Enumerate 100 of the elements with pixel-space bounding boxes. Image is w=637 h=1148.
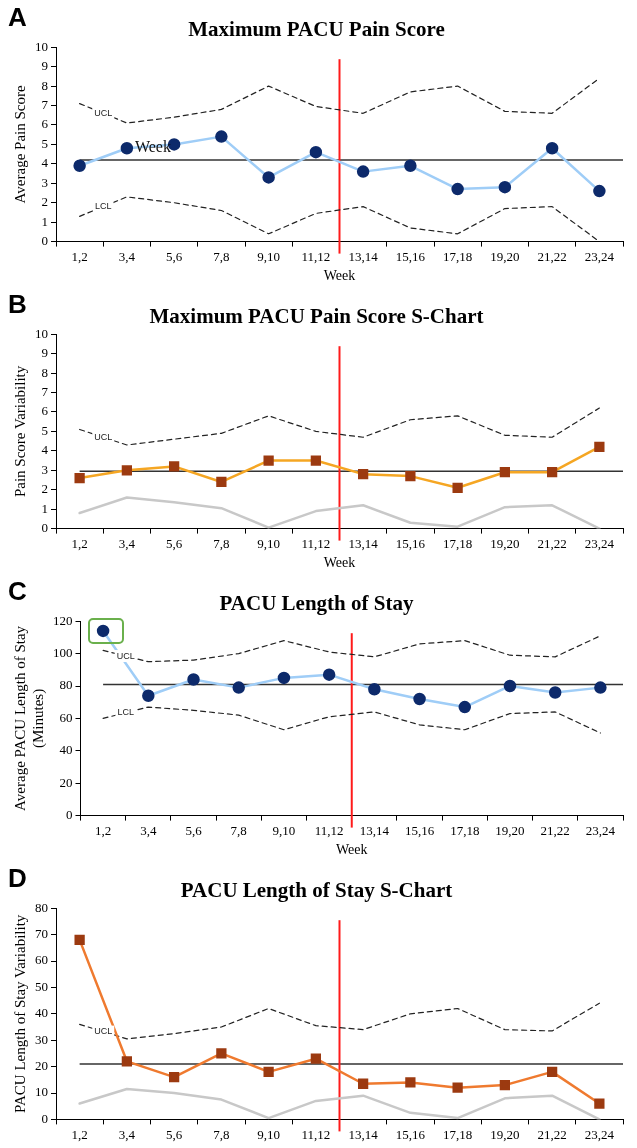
- y-tick-label: 3: [41, 461, 48, 477]
- line-series: [102, 635, 601, 663]
- x-tick-label: 11,12: [301, 535, 331, 551]
- y-axis-title: Pain Score Variability: [11, 365, 28, 498]
- x-tick-label: 9,10: [272, 822, 296, 838]
- line-series: [79, 77, 600, 124]
- point: [216, 1048, 227, 1059]
- x-tick-label: 5,6: [166, 1126, 183, 1142]
- y-tick-label: 20: [35, 1058, 48, 1074]
- x-tick-label: 3,4: [118, 1126, 136, 1142]
- x-axis-title: Week: [323, 555, 356, 571]
- y-tick-label: 9: [41, 345, 48, 361]
- point: [322, 668, 336, 681]
- x-tick-label: 23,24: [584, 1126, 615, 1142]
- point: [357, 469, 369, 480]
- y-tick-label: 30: [35, 1031, 48, 1047]
- x-tick-label: 3,4: [118, 535, 136, 551]
- x-tick-label: 15,16: [395, 1126, 426, 1142]
- x-tick-label: 15,16: [395, 535, 426, 551]
- series-label: LCL: [94, 201, 112, 212]
- point: [452, 1082, 463, 1093]
- x-tick-label: 15,16: [395, 248, 426, 264]
- y-tick-label: 5: [41, 135, 48, 151]
- x-tick-label: 19,20: [490, 535, 520, 551]
- y-tick-label: 0: [41, 1110, 48, 1126]
- annotation: Week: [134, 137, 171, 155]
- y-tick-label: 10: [35, 1084, 48, 1100]
- point: [216, 476, 227, 488]
- series-label: UCL: [116, 650, 135, 661]
- y-tick-label: 80: [35, 899, 48, 915]
- text: B: [8, 289, 27, 320]
- point: [404, 159, 417, 173]
- point: [120, 142, 134, 155]
- x-tick-label: 21,22: [537, 1126, 567, 1142]
- y-tick-label: 40: [35, 1005, 48, 1021]
- x-tick-label: 13,14: [359, 822, 390, 838]
- point: [168, 1072, 180, 1083]
- point: [405, 1077, 416, 1088]
- point: [168, 461, 180, 472]
- point: [413, 692, 426, 706]
- y-tick-label: 80: [59, 677, 73, 693]
- y-tick-label: 40: [59, 742, 73, 758]
- y-tick-label: 10: [35, 38, 48, 54]
- y-axis-title: PACU Length of Stay Variability: [11, 914, 28, 1113]
- y-tick-label: 70: [35, 926, 48, 942]
- y-tick-label: 50: [35, 978, 48, 994]
- y-tick-label: 0: [41, 520, 48, 536]
- point: [121, 465, 133, 476]
- x-tick-label: 23,24: [585, 822, 616, 838]
- y-tick-label: 2: [41, 194, 48, 210]
- x-tick-label: 1,2: [71, 248, 88, 264]
- series-label: LCL: [117, 707, 134, 718]
- point: [142, 689, 155, 702]
- x-tick-label: 17,18: [443, 248, 473, 264]
- x-tick-label: 1,2: [94, 822, 112, 838]
- chart-title: Maximum PACU Pain Score: [188, 17, 445, 42]
- x-tick-label: 3,4: [118, 248, 136, 264]
- x-tick-label: 11,12: [301, 248, 331, 264]
- x-tick-label: 19,20: [490, 248, 520, 264]
- y-tick-label: 9: [41, 58, 48, 74]
- y-axis-title: Average PACU Length of Stay (Minutes): [11, 625, 47, 811]
- point: [357, 1078, 369, 1089]
- y-tick-label: 0: [66, 807, 73, 823]
- x-tick-label: 7,8: [230, 822, 247, 838]
- point: [368, 682, 381, 696]
- x-tick-label: 7,8: [213, 535, 230, 551]
- point: [499, 1079, 511, 1091]
- x-tick-label: 13,14: [348, 1126, 379, 1142]
- y-tick-label: 7: [41, 96, 49, 112]
- point: [594, 441, 605, 453]
- point: [405, 470, 416, 482]
- x-tick-label: 21,22: [537, 248, 567, 264]
- x-tick-label: 11,12: [314, 822, 344, 838]
- point: [73, 159, 86, 173]
- point: [594, 681, 607, 694]
- point: [121, 1056, 133, 1067]
- text: A: [8, 2, 27, 33]
- y-tick-label: 0: [41, 233, 48, 249]
- line-series: [79, 196, 600, 242]
- point: [310, 455, 322, 466]
- x-tick-label: 19,20: [490, 1126, 520, 1142]
- text: C: [8, 576, 27, 607]
- x-tick-label: 23,24: [584, 248, 615, 264]
- x-tick-label: 1,2: [71, 535, 88, 551]
- y-tick-label: 120: [53, 612, 73, 628]
- x-tick-label: 1,2: [71, 1126, 88, 1142]
- point: [503, 679, 517, 693]
- point: [593, 184, 606, 198]
- x-axis-title: Week: [335, 842, 368, 858]
- y-tick-label: 60: [59, 709, 73, 725]
- x-tick-label: 3,4: [140, 822, 157, 838]
- y-tick-label: 20: [59, 774, 73, 790]
- x-tick-label: 17,18: [450, 822, 480, 838]
- y-tick-label: 7: [41, 383, 49, 399]
- point: [74, 934, 85, 946]
- y-axis-title: Average Pain Score: [11, 85, 28, 204]
- point: [451, 182, 464, 196]
- series-label: UCL: [94, 107, 113, 118]
- series-label: UCL: [94, 1026, 113, 1037]
- point: [356, 165, 370, 178]
